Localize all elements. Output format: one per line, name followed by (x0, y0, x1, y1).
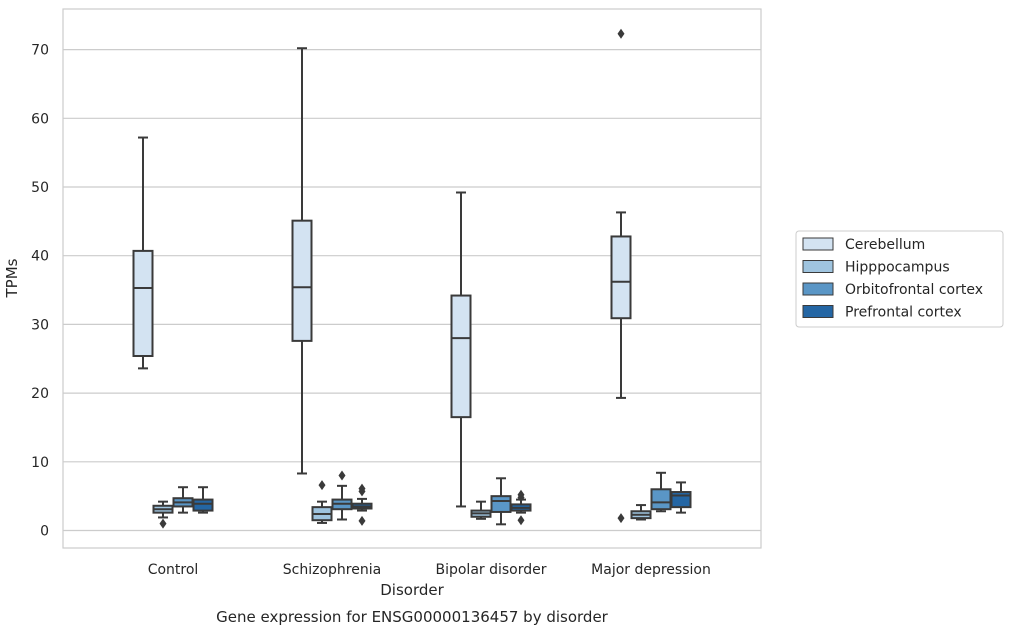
outlier-point (358, 515, 366, 526)
outlier-point (617, 513, 625, 524)
legend-label: Cerebellum (845, 237, 925, 253)
y-tick-label: 70 (31, 43, 49, 59)
box-hipppocampus (470, 500, 492, 520)
box-hipppocampus (630, 504, 652, 521)
outlier-point (517, 489, 525, 500)
box-iqr (610, 235, 632, 320)
box-iqr (650, 488, 672, 511)
plot-area-frame (62, 8, 762, 549)
legend: Cerebellum Hipppocampus Orbitofrontal cort… (795, 230, 1004, 328)
outlier-point (517, 515, 525, 526)
outlier-point (358, 483, 366, 494)
box-hipppocampus (311, 480, 333, 524)
legend-label: Hipppocampus (845, 260, 950, 276)
y-tick-labels: 0 10 20 30 40 50 60 70 (31, 43, 49, 540)
box-orbitofrontal-cortex (331, 470, 353, 521)
box-iqr (490, 495, 512, 513)
box-cerebellum (450, 191, 472, 508)
legend-swatch (802, 237, 834, 251)
gridlines (63, 48, 761, 532)
x-tick-label: Control (148, 562, 199, 578)
box-prefrontal-cortex (510, 489, 532, 526)
legend-swatch (802, 260, 834, 273)
y-tick-label: 60 (31, 111, 49, 127)
box-orbitofrontal-cortex (490, 477, 512, 526)
box-iqr (670, 491, 692, 509)
box-prefrontal-cortex (351, 483, 373, 526)
box-hipppocampus (152, 500, 174, 529)
box-cerebellum (291, 47, 313, 475)
box-cerebellum (610, 28, 632, 524)
legend-swatch (802, 305, 834, 318)
x-tick-label: Bipolar disorder (435, 562, 546, 578)
legend-frame (795, 230, 1004, 328)
x-tick-label: Schizophrenia (283, 562, 381, 578)
y-tick-label: 40 (31, 249, 49, 265)
outlier-point (159, 518, 167, 529)
outlier-point (617, 28, 625, 39)
legend-label: Prefrontal cortex (845, 305, 962, 321)
y-tick-label: 30 (31, 317, 49, 333)
outlier-point (318, 480, 326, 491)
legend-label: Orbitofrontal cortex (845, 282, 983, 298)
legend-swatch (802, 282, 834, 296)
y-tick-label: 50 (31, 180, 49, 196)
x-axis-label: Disorder (380, 581, 444, 599)
y-tick-label: 0 (40, 524, 49, 540)
y-axis-label: TPMs (3, 258, 21, 298)
x-tick-labels: Control Schizophrenia Bipolar disorder Majo… (148, 562, 711, 578)
chart-title: Gene expression for ENSG00000136457 by d… (216, 608, 609, 626)
box-prefrontal-cortex (192, 486, 214, 514)
box-cerebellum (132, 136, 154, 370)
box-iqr (132, 249, 154, 358)
box-orbitofrontal-cortex (172, 486, 194, 514)
y-tick-label: 20 (31, 386, 49, 402)
box-prefrontal-cortex (670, 481, 692, 514)
x-tick-label: Major depression (591, 562, 711, 578)
box-iqr (291, 219, 313, 342)
box-series (132, 28, 692, 529)
y-tick-label: 10 (31, 455, 49, 471)
outlier-point (338, 470, 346, 481)
box-iqr (192, 498, 214, 512)
box-iqr (450, 294, 472, 419)
